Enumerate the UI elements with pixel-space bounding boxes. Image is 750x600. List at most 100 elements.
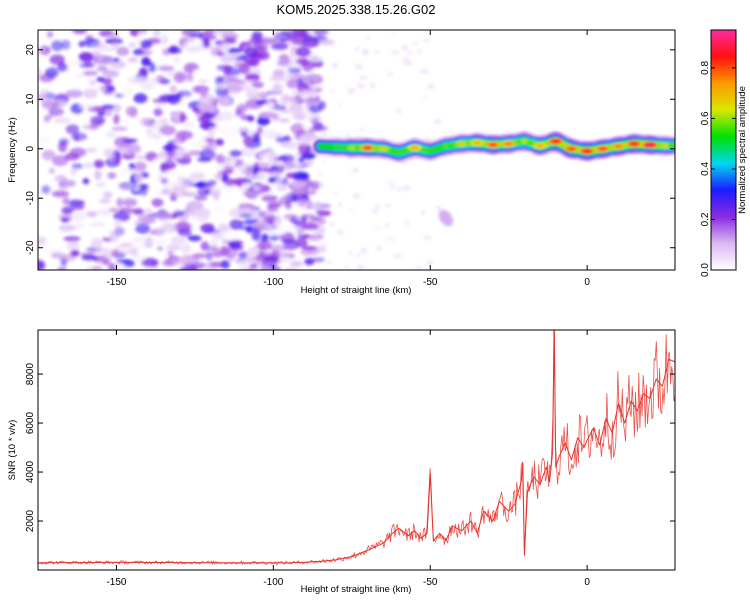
noise-blob [255, 100, 269, 105]
noise-blob [229, 219, 243, 231]
noise-blob [115, 263, 126, 270]
noise-blob [166, 244, 181, 251]
noise-speck [337, 230, 345, 235]
noise-blob [133, 161, 147, 172]
noise-blob [78, 103, 95, 109]
noise-blob [305, 190, 317, 195]
noise-blob [198, 79, 208, 84]
noise-blob [312, 30, 329, 36]
track-hotspot-core [551, 139, 560, 144]
noise-blob [132, 208, 145, 215]
noise-blob [248, 37, 264, 46]
noise-blob [239, 213, 253, 219]
noise-blob [38, 260, 46, 270]
noise-blob [91, 42, 108, 49]
snr-x-ticks: -150 -100 -50 0 [106, 330, 590, 588]
noise-blob [38, 68, 43, 78]
noise-blob [193, 130, 203, 136]
noise-speck [323, 159, 327, 163]
track-hotspot-core [671, 144, 675, 148]
noise-blob [107, 262, 116, 270]
colorbar-frame [710, 29, 737, 271]
noise-blob [135, 154, 147, 160]
noise-blob [181, 243, 191, 254]
x-tick-label: 0 [584, 277, 590, 288]
noise-blob [139, 244, 148, 249]
colorbar-ticks: 0.0 0.2 0.4 0.6 0.8 [700, 61, 736, 277]
noise-blob [43, 115, 51, 123]
noise-blob [109, 59, 126, 69]
noise-blob [302, 124, 311, 131]
noise-blob [294, 199, 313, 209]
noise-blob [84, 148, 98, 153]
noise-blob [57, 266, 67, 270]
noise-blob [227, 253, 234, 260]
noise-blob [170, 236, 186, 244]
colorbar-gradient [711, 30, 736, 270]
noise-blob [281, 232, 295, 244]
noise-blob [177, 228, 192, 237]
noise-blob [101, 237, 113, 242]
noise-blob [159, 125, 176, 136]
noise-speck [427, 260, 434, 265]
noise-blob [203, 112, 216, 120]
noise-blob [79, 63, 95, 68]
noise-speck [419, 69, 429, 74]
faint-blob [438, 209, 454, 227]
noise-blob [147, 78, 160, 84]
noise-blob [258, 210, 268, 216]
noise-blob [217, 30, 235, 34]
noise-blob [118, 207, 134, 215]
noise-speck [422, 39, 432, 43]
noise-blob [219, 111, 233, 122]
noise-blob [122, 198, 138, 207]
noise-blob [194, 194, 208, 201]
noise-blob [205, 30, 215, 37]
noise-blob [128, 42, 136, 48]
noise-blob [52, 155, 69, 167]
y-tick-label: 6000 [25, 412, 36, 435]
track-hotspot-core [536, 144, 545, 148]
noise-blob [61, 39, 71, 50]
noise-blob [135, 223, 151, 235]
noise-blob [292, 90, 305, 96]
noise-blob [51, 40, 63, 52]
noise-speck [423, 95, 428, 99]
noise-speck [356, 265, 366, 270]
noise-speck [352, 167, 359, 173]
track-hotspot-core [489, 143, 497, 147]
noise-blob [72, 30, 87, 35]
noise-blob [311, 126, 329, 131]
noise-blob [61, 206, 74, 215]
noise-speck [370, 82, 376, 89]
noise-blob [278, 118, 290, 123]
noise-blob [175, 130, 194, 140]
noise-blob [166, 148, 176, 158]
noise-blob [196, 157, 212, 162]
noise-blob [301, 222, 319, 230]
noise-blob [303, 214, 316, 219]
noise-blob [51, 190, 70, 198]
track-hotspot-core [473, 141, 482, 145]
noise-blob [302, 75, 312, 85]
noise-speck [360, 248, 368, 254]
noise-blob [137, 30, 148, 38]
noise-blob [153, 107, 163, 117]
noise-blob [237, 186, 247, 194]
noise-blob [41, 100, 58, 110]
noise-blob [113, 114, 120, 125]
noise-blob [142, 84, 155, 91]
noise-speck [326, 260, 333, 264]
x-tick-label: -100 [263, 277, 283, 288]
noise-blob [266, 38, 277, 45]
noise-blob [58, 138, 69, 146]
noise-blob [157, 246, 164, 251]
noise-blob [272, 69, 285, 78]
track-hotspot-core [583, 149, 592, 153]
noise-blob [191, 163, 201, 171]
y-tick-label: 10 [25, 93, 36, 105]
noise-blob [304, 258, 315, 266]
noise-blob [192, 182, 211, 188]
noise-speck [405, 220, 410, 226]
noise-speck [387, 72, 394, 76]
